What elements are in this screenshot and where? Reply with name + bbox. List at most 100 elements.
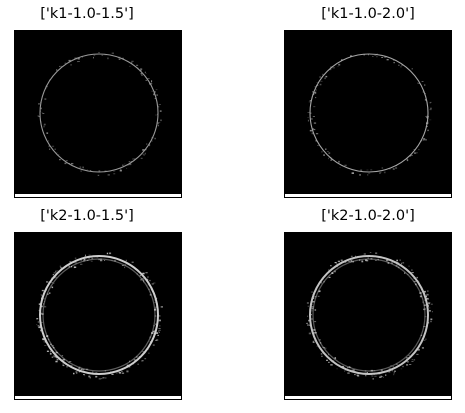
ring-image <box>306 252 433 380</box>
ring-noise <box>393 372 395 374</box>
ring-noise <box>311 310 313 312</box>
ring-noise <box>104 54 107 56</box>
ring-noise <box>111 259 113 261</box>
ring-noise <box>113 170 116 172</box>
ring-noise <box>359 174 361 176</box>
ring-noise <box>153 93 155 96</box>
ring-noise <box>336 368 338 370</box>
ring-noise <box>312 301 315 303</box>
ring-noise <box>56 152 58 154</box>
ring-noise <box>125 259 127 262</box>
ring-noise <box>381 376 383 378</box>
ring-noise <box>375 252 378 254</box>
ring-noise <box>329 269 332 271</box>
ring-noise <box>43 125 45 128</box>
ring-noise <box>143 154 145 156</box>
ring-noise <box>43 290 46 292</box>
ring-noise <box>151 332 154 334</box>
ring-noise <box>90 170 92 172</box>
panel-title: ['k2-1.0-2.0'] <box>321 208 415 224</box>
ring-noise <box>406 159 409 162</box>
ring-noise <box>68 265 70 268</box>
ring-noise <box>153 299 155 301</box>
ring-noise <box>376 53 378 55</box>
ring-noise <box>308 101 310 103</box>
ring-noise <box>332 360 335 362</box>
ring-noise <box>312 91 315 93</box>
ring-noise <box>37 325 40 327</box>
ring-noise <box>95 375 97 378</box>
ring-noise <box>40 294 42 296</box>
ring-noise <box>328 269 329 271</box>
ring-noise <box>373 370 376 372</box>
ring-noise <box>408 355 410 356</box>
ring-noise <box>341 59 343 61</box>
ring-noise <box>151 81 152 83</box>
ring-noise <box>352 260 354 263</box>
ring-noise <box>158 104 161 105</box>
ring-noise <box>399 259 401 261</box>
ring-noise <box>314 86 317 88</box>
ring-noise <box>344 370 346 372</box>
ring-noise <box>146 348 149 350</box>
ring-noise <box>427 304 429 306</box>
ring-noise <box>88 256 91 258</box>
ring-noise <box>307 315 309 317</box>
ring-noise <box>155 89 158 91</box>
ring-noise <box>374 260 377 261</box>
ring-noise <box>38 326 41 329</box>
ring-noise <box>83 258 85 261</box>
panel-title: ['k1-1.0-1.5'] <box>40 6 134 22</box>
ring-noise <box>369 252 372 253</box>
ring-noise <box>84 259 86 261</box>
ring-noise <box>311 97 313 99</box>
ring-noise <box>320 353 323 355</box>
ring-noise <box>422 91 424 93</box>
ring-noise <box>311 132 314 135</box>
ring-noise <box>151 137 154 139</box>
ring-noise <box>104 170 107 172</box>
ring-noise <box>142 351 145 353</box>
ring-noise <box>405 358 408 360</box>
ring-noise <box>41 112 43 113</box>
ring-noise <box>71 162 73 165</box>
ring-noise <box>154 91 156 93</box>
ring-noise <box>145 149 147 151</box>
ring-noise <box>350 260 352 263</box>
ring-noise <box>49 348 52 350</box>
ring-noise <box>426 293 429 296</box>
ring-noise <box>43 300 45 303</box>
ring-noise <box>393 168 395 170</box>
ring-noise <box>370 258 373 260</box>
ring-noise <box>308 324 312 326</box>
ring-noise <box>378 373 381 375</box>
ring-noise <box>51 145 55 148</box>
ring-noise <box>101 54 104 56</box>
ring-noise <box>330 265 332 267</box>
ring-noise <box>158 331 160 333</box>
ring-noise <box>308 319 310 322</box>
ring-noise <box>141 360 144 362</box>
ring-noise <box>88 257 90 259</box>
ring-noise <box>155 339 159 341</box>
ring-noise <box>349 367 352 368</box>
ring-noise <box>54 272 56 274</box>
ring-noise <box>157 309 159 311</box>
ring-noise <box>56 270 59 272</box>
ring-noise <box>131 60 134 62</box>
ring-inner <box>42 258 156 372</box>
ring-noise <box>406 357 408 358</box>
ring-noise <box>328 157 331 158</box>
ring-noise <box>73 372 75 375</box>
ring-noise <box>312 297 315 299</box>
ring-noise <box>322 278 324 280</box>
ring-noise <box>59 265 62 268</box>
image-border-strip <box>15 194 181 197</box>
ring-noise <box>309 112 312 114</box>
ring-noise <box>380 375 382 377</box>
ring-noise <box>55 276 57 279</box>
ring-noise <box>137 67 139 70</box>
ring-noise <box>154 315 157 317</box>
ring-noise <box>306 323 308 324</box>
ring-noise <box>366 169 369 171</box>
